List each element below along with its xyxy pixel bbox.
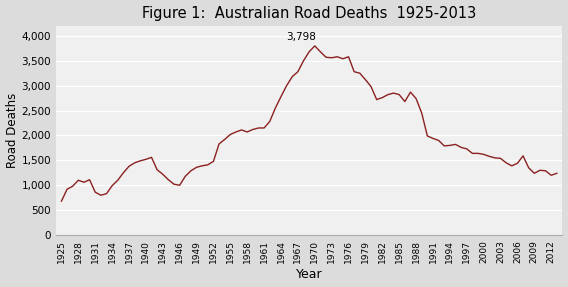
X-axis label: Year: Year	[296, 268, 323, 282]
Title: Figure 1:  Australian Road Deaths  1925-2013: Figure 1: Australian Road Deaths 1925-20…	[142, 5, 476, 21]
Y-axis label: Road Deaths: Road Deaths	[6, 93, 19, 168]
Text: 3,798: 3,798	[286, 32, 316, 42]
